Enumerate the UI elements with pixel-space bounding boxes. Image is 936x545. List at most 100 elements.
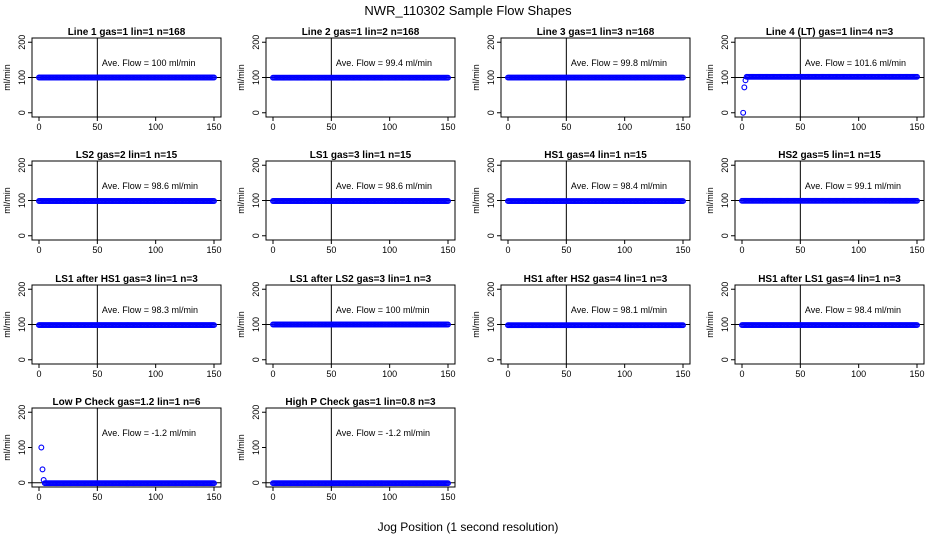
y-axis-label: ml/min: [471, 187, 481, 214]
x-tick-label: 50: [326, 492, 336, 502]
x-tick-label: 0: [36, 369, 41, 379]
average-flow-label: Ave. Flow = 98.1 ml/min: [571, 305, 667, 315]
x-tick-label: 150: [440, 245, 455, 255]
data-point: [680, 198, 686, 205]
x-tick-label: 0: [739, 245, 744, 255]
x-tick-label: 50: [326, 122, 336, 132]
y-tick-label: 200: [17, 282, 27, 297]
y-tick-label: 0: [17, 233, 27, 238]
x-tick-label: 100: [148, 122, 163, 132]
x-tick-label: 0: [270, 245, 275, 255]
data-points: [38, 444, 217, 487]
data-points: [270, 198, 451, 204]
average-flow-label: Ave. Flow = 99.4 ml/min: [336, 58, 432, 68]
data-point: [445, 321, 451, 328]
y-tick-label: 0: [720, 233, 730, 238]
data-point: [445, 480, 451, 487]
y-tick-label: 100: [17, 70, 27, 85]
x-tick-label: 50: [561, 369, 571, 379]
y-tick-label: 100: [251, 317, 261, 332]
average-flow-label: Ave. Flow = 98.6 ml/min: [102, 181, 198, 191]
data-point: [211, 480, 217, 487]
panel-title: Line 4 (LT) gas=1 lin=4 n=3: [766, 27, 894, 38]
data-points: [739, 197, 920, 204]
x-tick-label: 100: [851, 245, 866, 255]
x-tick-label: 50: [92, 369, 102, 379]
panel-title: Line 3 gas=1 lin=3 n=168: [537, 27, 655, 38]
data-points: [270, 74, 451, 81]
y-tick-label: 100: [251, 70, 261, 85]
y-tick-label: 0: [17, 110, 27, 115]
panel-8: HS2 gas=5 lin=1 n=15 Ave. Flow = 99.1 ml/…: [705, 150, 925, 255]
average-flow-label: Ave. Flow = -1.2 ml/min: [336, 428, 430, 438]
average-flow-label: Ave. Flow = 98.4 ml/min: [805, 305, 901, 315]
panel-title: HS1 after LS1 gas=4 lin=1 n=3: [758, 274, 901, 285]
y-axis-label: ml/min: [2, 311, 12, 338]
data-point-outlier: [741, 84, 748, 91]
average-flow-label: Ave. Flow = 98.3 ml/min: [102, 305, 198, 315]
panel-title: High P Check gas=1 lin=0.8 n=3: [285, 397, 436, 408]
y-tick-label: 200: [251, 35, 261, 50]
y-tick-label: 100: [486, 193, 496, 208]
average-flow-label: Ave. Flow = 99.1 ml/min: [805, 181, 901, 191]
plot-frame: [265, 407, 456, 488]
data-point: [211, 198, 217, 204]
panel-10: LS1 after LS2 gas=3 lin=1 n=3 Ave. Flow =…: [236, 274, 456, 379]
panel-4: Line 4 (LT) gas=1 lin=4 n=3 Ave. Flow = 1…: [705, 27, 925, 132]
data-points: [740, 73, 920, 116]
data-points: [270, 321, 451, 328]
x-tick-label: 100: [382, 122, 397, 132]
x-tick-label: 50: [326, 245, 336, 255]
average-flow-label: Ave. Flow = 100 ml/min: [336, 305, 430, 315]
y-axis-label: ml/min: [236, 311, 246, 338]
y-axis-label: ml/min: [2, 187, 12, 214]
x-tick-label: 100: [148, 492, 163, 502]
average-flow-label: Ave. Flow = 101.6 ml/min: [805, 58, 906, 68]
panel-6: LS1 gas=3 lin=1 n=15 Ave. Flow = 98.6 ml/…: [236, 150, 456, 255]
y-tick-label: 100: [17, 440, 27, 455]
panel-title: LS1 after HS1 gas=3 lin=1 n=3: [55, 274, 198, 285]
x-tick-label: 0: [270, 492, 275, 502]
panel-13: Low P Check gas=1.2 lin=1 n=6 Ave. Flow =…: [2, 397, 222, 502]
x-tick-label: 0: [36, 245, 41, 255]
y-axis-label: ml/min: [236, 434, 246, 461]
x-tick-label: 150: [909, 369, 924, 379]
y-tick-label: 100: [17, 317, 27, 332]
y-tick-label: 0: [251, 110, 261, 115]
panel-title: LS1 gas=3 lin=1 n=15: [310, 150, 412, 161]
x-tick-label: 50: [92, 492, 102, 502]
panel-14: High P Check gas=1 lin=0.8 n=3 Ave. Flow …: [236, 397, 456, 502]
data-points: [505, 322, 686, 329]
data-point-outlier: [740, 109, 747, 116]
x-tick-label: 50: [92, 122, 102, 132]
x-tick-label: 50: [326, 369, 336, 379]
y-tick-label: 100: [486, 70, 496, 85]
x-tick-label: 50: [92, 245, 102, 255]
x-tick-label: 0: [36, 122, 41, 132]
x-tick-label: 0: [505, 245, 510, 255]
y-tick-label: 0: [17, 357, 27, 362]
panel-title: HS1 after HS2 gas=4 lin=1 n=3: [524, 274, 668, 285]
x-tick-label: 50: [795, 122, 805, 132]
average-flow-label: Ave. Flow = 98.4 ml/min: [571, 181, 667, 191]
panel-title: Line 2 gas=1 lin=2 n=168: [302, 27, 420, 38]
x-tick-label: 0: [270, 369, 275, 379]
average-flow-label: Ave. Flow = 99.8 ml/min: [571, 58, 667, 68]
y-tick-label: 100: [486, 317, 496, 332]
y-tick-label: 0: [720, 110, 730, 115]
average-flow-label: Ave. Flow = 98.6 ml/min: [336, 181, 432, 191]
x-tick-label: 150: [675, 122, 690, 132]
x-tick-label: 50: [561, 122, 571, 132]
data-point-outlier: [742, 77, 749, 84]
data-points: [505, 74, 686, 81]
y-tick-label: 200: [486, 35, 496, 50]
average-flow-label: Ave. Flow = 100 ml/min: [102, 58, 196, 68]
figure-xlabel: Jog Position (1 second resolution): [378, 520, 559, 534]
x-tick-label: 0: [505, 122, 510, 132]
panel-title: LS2 gas=2 lin=1 n=15: [76, 150, 178, 161]
y-axis-label: ml/min: [236, 64, 246, 91]
y-axis-label: ml/min: [236, 187, 246, 214]
x-tick-label: 50: [795, 245, 805, 255]
panel-title: HS2 gas=5 lin=1 n=15: [778, 150, 881, 161]
